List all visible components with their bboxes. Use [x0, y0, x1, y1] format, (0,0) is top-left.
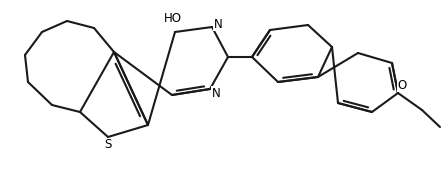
Text: N: N: [214, 18, 222, 31]
Text: O: O: [397, 78, 407, 92]
Text: S: S: [104, 139, 112, 152]
Text: N: N: [212, 87, 220, 100]
Text: HO: HO: [164, 11, 182, 24]
